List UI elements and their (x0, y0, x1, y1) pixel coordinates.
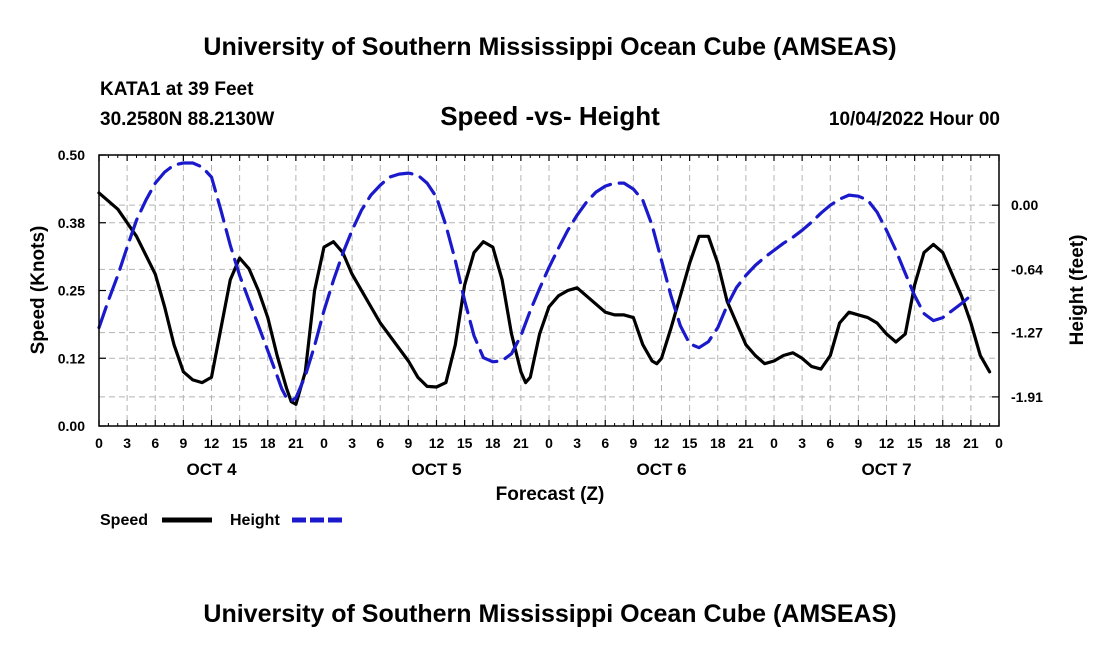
height-series-line (97, 161, 973, 403)
station-label: KATA1 at 39 Feet (100, 79, 254, 100)
chart-subtitle: Speed -vs- Height (440, 101, 660, 131)
x-tick-label: 9 (179, 435, 187, 451)
day-label: OCT 5 (411, 460, 461, 479)
x-tick-label: 18 (935, 435, 951, 451)
x-tick-label: 0 (995, 435, 1003, 451)
x-tick-label: 12 (204, 435, 220, 451)
x-axis-label: Forecast (Z) (496, 484, 605, 505)
legend-height-label: Height (230, 512, 280, 529)
x-tick-label: 18 (485, 435, 501, 451)
axes: 0 3 6 9 12 15 18 21 0 3 6 9 12 15 18 21 0 3 6 9 12 15 18 21 0 3 6 9… (58, 147, 1043, 479)
day-label: OCT 6 (636, 460, 686, 479)
right-tick-label: 0.00 (1011, 197, 1038, 213)
x-tick-label: 21 (963, 435, 979, 451)
x-tick-label: 15 (457, 435, 473, 451)
right-tick-label: -1.27 (1011, 325, 1043, 341)
x-tick-label: 6 (151, 435, 159, 451)
x-tick-label: 21 (513, 435, 529, 451)
x-tick-label: 3 (348, 435, 356, 451)
x-tick-label: 21 (288, 435, 304, 451)
x-tick-label: 12 (429, 435, 445, 451)
speed-series-line (97, 191, 992, 406)
x-tick-label: 0 (770, 435, 778, 451)
x-tick-label: 3 (123, 435, 131, 451)
grid (99, 155, 999, 426)
day-label: OCT 7 (861, 460, 911, 479)
legend: Speed Height (100, 512, 342, 529)
x-tick-label: 0 (320, 435, 328, 451)
x-tick-label: 18 (710, 435, 726, 451)
title-top: University of Southern Mississippi Ocean… (203, 33, 896, 61)
x-tick-label: 3 (573, 435, 581, 451)
x-tick-label: 0 (545, 435, 553, 451)
left-tick-label: 0.00 (58, 418, 85, 434)
x-tick-label: 15 (682, 435, 698, 451)
right-tick-label: -1.91 (1011, 389, 1043, 405)
y-axis-label-left: Speed (Knots) (28, 226, 49, 355)
left-tick-label: 0.25 (58, 283, 85, 299)
x-tick-label: 9 (404, 435, 412, 451)
right-tick-label: -0.64 (1011, 261, 1043, 277)
left-tick-label: 0.12 (58, 350, 85, 366)
y-axis-label-right: Height (feet) (1067, 235, 1088, 346)
x-tick-label: 3 (798, 435, 806, 451)
x-tick-label: 18 (260, 435, 276, 451)
left-tick-label: 0.38 (58, 215, 85, 231)
x-tick-label: 15 (907, 435, 923, 451)
x-tick-label: 12 (879, 435, 895, 451)
left-tick-label: 0.50 (58, 147, 85, 163)
title-bottom: University of Southern Mississippi Ocean… (203, 600, 896, 628)
legend-speed-label: Speed (100, 512, 148, 529)
datetime-label: 10/04/2022 Hour 00 (829, 109, 1000, 130)
x-tick-label: 6 (826, 435, 834, 451)
coords-label: 30.2580N 88.2130W (100, 109, 274, 130)
x-tick-label: 9 (854, 435, 862, 451)
x-tick-label: 6 (376, 435, 384, 451)
x-tick-label: 15 (232, 435, 248, 451)
x-tick-label: 0 (95, 435, 103, 451)
day-label: OCT 4 (186, 460, 237, 479)
x-tick-label: 21 (738, 435, 754, 451)
x-tick-label: 9 (629, 435, 637, 451)
x-tick-label: 6 (601, 435, 609, 451)
x-tick-label: 12 (654, 435, 670, 451)
plot-lines (97, 161, 992, 406)
